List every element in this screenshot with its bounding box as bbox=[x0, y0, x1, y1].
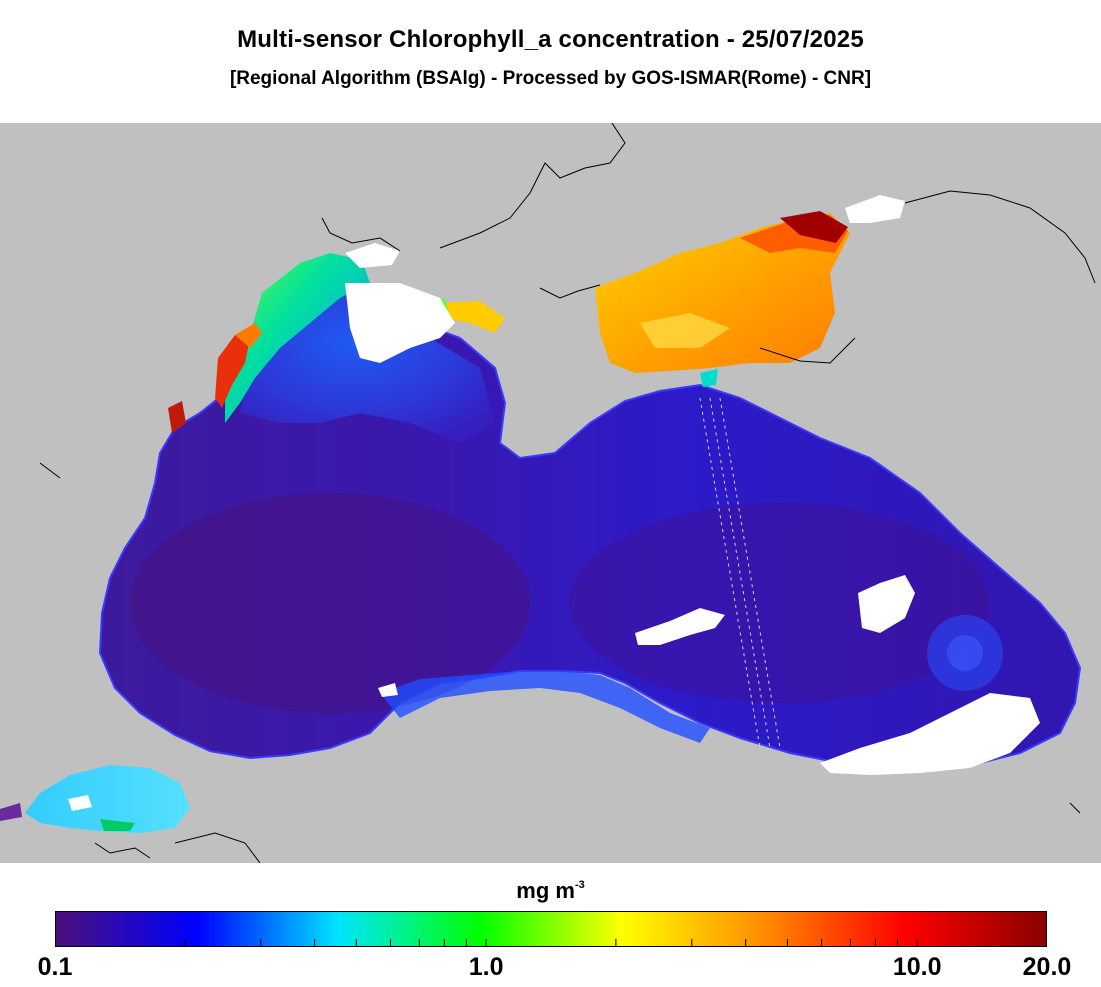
colorbar-tick-label: 10.0 bbox=[892, 953, 942, 981]
cloud-gap-north bbox=[345, 283, 455, 363]
map-subtitle: [Regional Algorithm (BSAlg) - Processed … bbox=[229, 68, 872, 89]
colorbar-tick-label: 20.0 bbox=[1022, 953, 1072, 981]
colorbar-unit: mg m-3 bbox=[0, 878, 1101, 904]
cloud-gap-center bbox=[635, 608, 725, 645]
deep-water-west bbox=[130, 493, 530, 713]
cloud-gap-east bbox=[858, 575, 915, 633]
satellite-swath bbox=[699, 397, 781, 749]
colorbar-ticks bbox=[55, 939, 1047, 947]
colorbar-gradient bbox=[55, 911, 1047, 947]
colorbar-tick-label: 1.0 bbox=[468, 953, 504, 981]
deep-water-east bbox=[570, 503, 990, 703]
nw-shelf-bloom bbox=[225, 253, 370, 423]
unit-exponent: -3 bbox=[574, 879, 585, 891]
cloud-gap-southeast bbox=[820, 693, 1040, 775]
colorbar-tick-label: 0.1 bbox=[37, 953, 73, 981]
coastline bbox=[39, 123, 1096, 863]
sea-of-marmara bbox=[25, 765, 190, 833]
chlorophyll-map bbox=[0, 123, 1101, 863]
colorbar bbox=[55, 911, 1047, 947]
dnieper-plume bbox=[440, 301, 505, 333]
unit-base: mg m bbox=[516, 878, 575, 903]
danube-plume bbox=[215, 335, 250, 408]
south-coast-water bbox=[380, 671, 710, 743]
map-title: Multi-sensor Chlorophyll_a concentration… bbox=[237, 26, 864, 53]
